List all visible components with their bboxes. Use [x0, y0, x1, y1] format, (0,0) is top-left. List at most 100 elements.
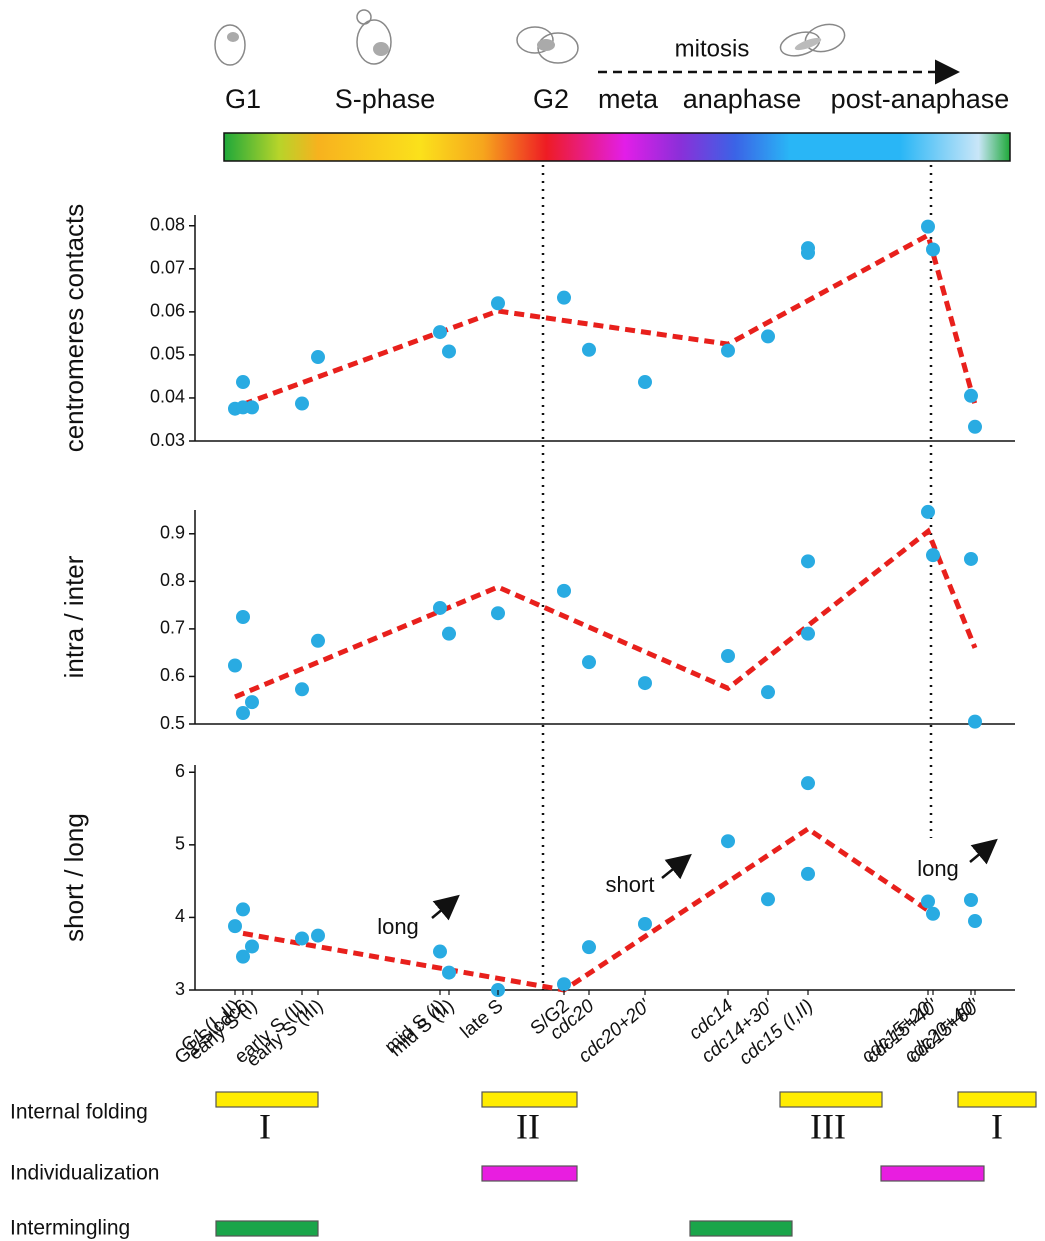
row-label: Internal folding: [10, 1101, 148, 1124]
y-tick-label: 0.04: [150, 387, 185, 407]
data-point: [721, 834, 735, 849]
data-point: [442, 965, 456, 980]
data-point: [761, 329, 775, 344]
data-point: [964, 388, 978, 403]
y-axis-label: centromeres contacts: [59, 204, 89, 453]
data-point: [245, 939, 259, 954]
phase-numeral: III: [810, 1106, 846, 1146]
row-label: Individualization: [10, 1162, 159, 1185]
data-point: [433, 325, 447, 340]
data-point: [761, 685, 775, 700]
data-point: [491, 606, 505, 621]
phase-label: anaphase: [683, 84, 802, 114]
cell-cycle-bar: [223, 132, 1011, 162]
data-point: [801, 245, 815, 260]
trend-line: [234, 527, 978, 700]
data-point: [228, 658, 242, 673]
data-point: [311, 633, 325, 648]
phase-label: post-anaphase: [831, 84, 1010, 114]
data-point: [721, 648, 735, 663]
y-tick-label: 0.8: [160, 570, 185, 590]
data-point: [295, 931, 309, 946]
data-point: [228, 919, 242, 934]
phase-label: G2: [533, 84, 569, 114]
data-point: [557, 290, 571, 305]
phase-numeral: II: [516, 1106, 540, 1146]
annotation-arrow: [431, 894, 460, 921]
data-point: [638, 375, 652, 390]
data-point: [968, 419, 982, 434]
y-tick-label: 0.07: [150, 258, 185, 278]
data-point: [968, 914, 982, 929]
data-point: [236, 610, 250, 624]
phase-label: G1: [225, 84, 261, 114]
phase-numeral: I: [991, 1106, 1003, 1146]
data-point: [638, 916, 652, 931]
data-point: [582, 342, 596, 357]
data-point: [295, 682, 309, 697]
y-tick-label: 5: [175, 834, 185, 854]
data-point: [921, 894, 935, 909]
annotation: long: [917, 856, 959, 881]
data-point: [801, 554, 815, 569]
row-label: Intermingling: [10, 1217, 130, 1240]
y-axis-label: short / long: [59, 813, 89, 942]
data-point: [491, 296, 505, 311]
annotation: short: [606, 872, 655, 897]
data-point: [442, 626, 456, 641]
y-tick-label: 0.7: [160, 618, 185, 638]
data-point: [801, 866, 815, 881]
trend-line: [242, 231, 978, 407]
y-tick-label: 0.03: [150, 430, 185, 450]
y-tick-label: 0.05: [150, 344, 185, 364]
stage-bars: [215, 1091, 1037, 1237]
data-point: [801, 776, 815, 791]
y-tick-label: 0.08: [150, 215, 185, 235]
data-point: [582, 940, 596, 955]
annotation: long: [377, 914, 419, 939]
data-point: [433, 944, 447, 959]
y-tick-label: 3: [175, 979, 185, 999]
annotation-arrow: [969, 838, 998, 865]
y-axis-label: intra / inter: [59, 555, 89, 678]
data-point: [926, 548, 940, 563]
y-tick-label: 0.9: [160, 523, 185, 543]
mitosis-label: mitosis: [675, 35, 750, 62]
phase-numeral: I: [259, 1106, 271, 1146]
data-point: [964, 551, 978, 566]
data-point: [433, 600, 447, 615]
cell-icons: [214, 9, 846, 66]
data-point: [638, 676, 652, 691]
y-tick-label: 0.6: [160, 665, 185, 685]
y-tick-label: 0.06: [150, 301, 185, 321]
data-point: [245, 400, 259, 415]
data-point: [442, 344, 456, 359]
data-point: [582, 655, 596, 670]
data-point: [236, 902, 250, 917]
data-point: [311, 350, 325, 365]
annotation-arrow: [661, 853, 692, 880]
data-point: [557, 583, 571, 598]
data-point: [761, 892, 775, 907]
data-point: [921, 219, 935, 234]
data-point: [236, 375, 250, 390]
y-tick-label: 6: [175, 761, 185, 781]
trend-line: [242, 825, 935, 993]
x-tick-label: late S: [457, 996, 508, 1043]
data-point: [926, 242, 940, 257]
data-point: [311, 928, 325, 943]
data-point: [236, 706, 250, 721]
y-tick-label: 0.5: [160, 713, 185, 733]
data-point: [236, 949, 250, 964]
data-point: [245, 695, 259, 710]
data-point: [557, 977, 571, 992]
data-point: [968, 714, 982, 729]
phase-label: S-phase: [335, 84, 436, 114]
phase-label: meta: [598, 84, 659, 114]
data-point: [295, 396, 309, 411]
data-point: [921, 504, 935, 519]
data-point: [721, 343, 735, 358]
data-point: [801, 626, 815, 641]
y-tick-label: 4: [175, 906, 185, 926]
